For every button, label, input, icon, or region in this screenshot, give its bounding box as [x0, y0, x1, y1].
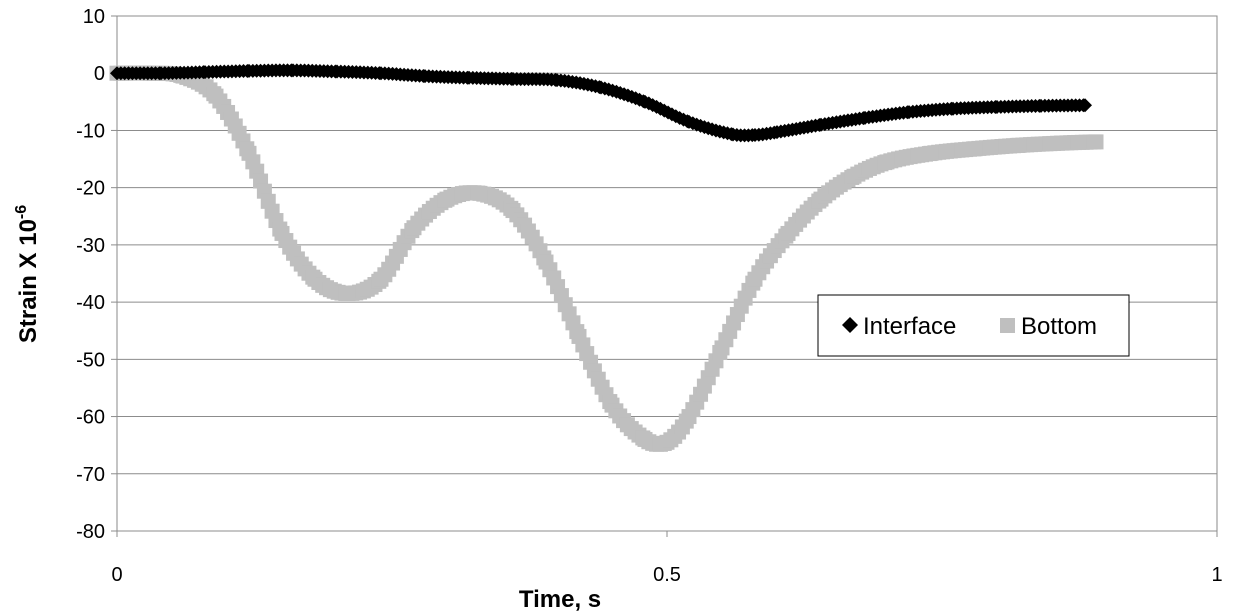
y-axis-label: Strain X 10-6 [13, 205, 42, 343]
y-tick-label: -80 [76, 521, 105, 543]
y-tick-label: -20 [76, 178, 105, 200]
y-tick-label: -70 [76, 464, 105, 486]
x-tick-label: 0 [111, 564, 122, 586]
y-tick-label: -40 [76, 292, 105, 314]
y-axis-label-exponent: -6 [13, 205, 30, 219]
y-axis-label-text: Strain X 10 [15, 219, 42, 343]
series-layer [109, 63, 1104, 452]
y-tick-label: -60 [76, 407, 105, 429]
legend-marker-bottom [1000, 318, 1015, 333]
series-bottom [109, 65, 1104, 452]
y-tick-label: -30 [76, 235, 105, 257]
x-axis-label: Time, s [519, 586, 601, 613]
x-axis-tick-labels: 0 0.5 1 [111, 564, 1222, 586]
bottom-point [1088, 134, 1104, 150]
legend-box [817, 294, 1130, 357]
series-interface [110, 63, 1092, 143]
y-tick-label: -50 [76, 349, 105, 371]
x-tick-label: 1 [1211, 564, 1222, 586]
y-tick-label: 0 [94, 63, 105, 85]
legend-label-bottom: Bottom [1021, 313, 1097, 340]
legend-label-interface: Interface [863, 313, 956, 340]
y-tick-label: 10 [83, 6, 105, 28]
y-axis-label-group: Strain X 10-6 [13, 205, 42, 343]
legend: Interface Bottom [817, 294, 1130, 357]
interface-point [1078, 98, 1092, 113]
y-axis-tick-labels: 10 0 -10 -20 -30 -40 -50 -60 -70 -80 [76, 6, 105, 543]
plot-area [116, 15, 1218, 532]
legend-marker-interface [842, 317, 858, 333]
y-tick-label: -10 [76, 120, 105, 142]
x-tick-label: 0.5 [653, 564, 681, 586]
